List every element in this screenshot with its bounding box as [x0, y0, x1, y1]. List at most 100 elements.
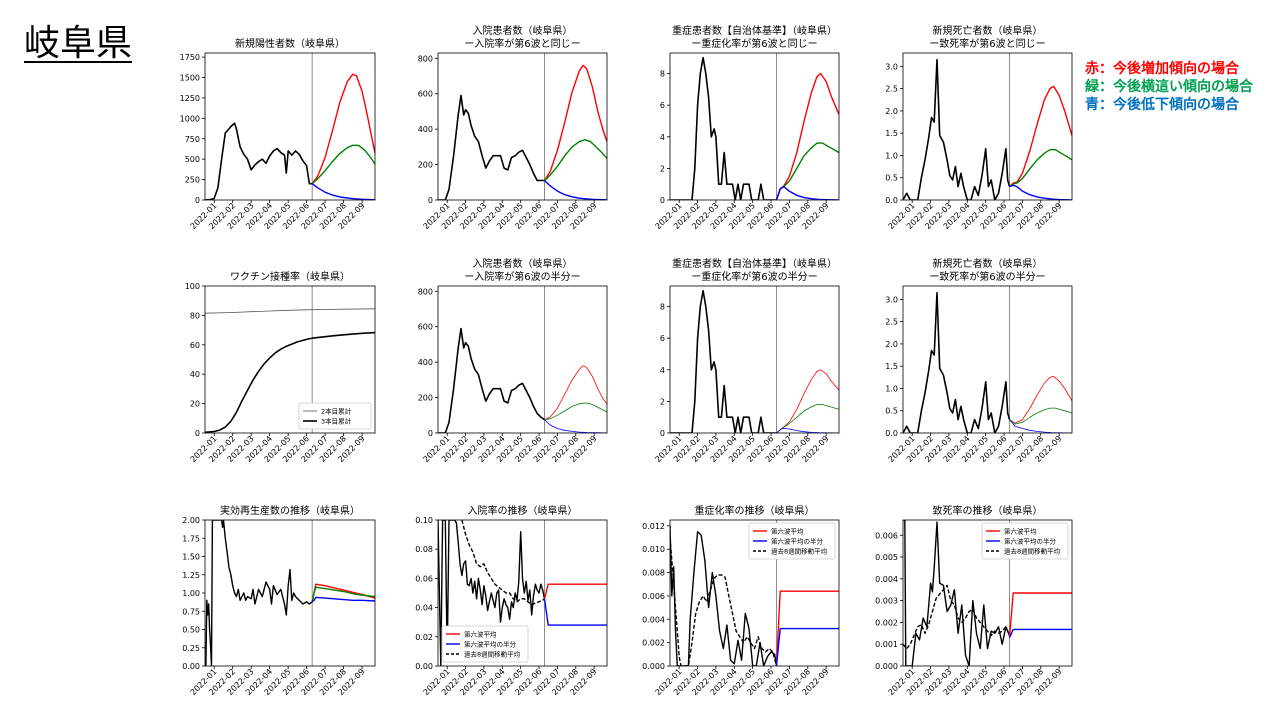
series-line-blue	[775, 627, 839, 666]
plot-frame	[437, 52, 608, 201]
y-tick-label: 0.002	[642, 639, 665, 648]
series-line-blue	[1009, 184, 1072, 200]
chart-c10: 入院率の推移（岐阜県）0.000.020.040.060.080.102022-…	[415, 504, 608, 697]
series-line-black	[903, 291, 1011, 433]
y-tick-label: 400	[418, 125, 433, 134]
legend-label: 第六波平均	[1004, 527, 1037, 536]
y-tick-label: 0	[660, 196, 665, 205]
y-tick-label: 0.001	[875, 640, 898, 649]
series-line-blue	[311, 183, 375, 200]
y-tick-label: 400	[418, 358, 433, 367]
series-line-black	[903, 58, 1011, 200]
chart-c3: 重症患者数【自治体基準】（岐阜県）ー重症化率が第6波と同じー024682022-…	[654, 24, 840, 231]
y-tick-label: 800	[418, 287, 433, 296]
y-tick-label: 200	[418, 394, 433, 403]
y-tick-label: 0	[195, 429, 200, 438]
y-tick-label: 600	[418, 90, 433, 99]
chart-c4: 新規死亡者数（岐阜県）ー致死率が第6波と同じー 0.0 0.5 1.0 1.5 2.0 2.…	[885, 24, 1073, 231]
plot-frame	[669, 285, 840, 434]
chart-c5: ワクチン接種率（岐阜県）0204060801002022-012022-0220…	[185, 270, 376, 464]
chart-title: ー重症化率が第6波の半分ー	[691, 270, 817, 283]
y-tick-label: 80	[190, 311, 200, 320]
series-line-red	[775, 72, 839, 200]
y-tick-label: 0.04	[415, 604, 433, 613]
chart-title: 入院率の推移（岐阜県）	[468, 504, 578, 517]
series-line-green	[1009, 407, 1072, 425]
plot-frame	[669, 52, 840, 201]
scenario-legend: 赤：今後増加傾向の場合 緑：今後横這い傾向の場合 青：今後低下傾向の場合	[1085, 60, 1253, 114]
y-tick-label: 2	[660, 164, 665, 173]
y-tick-label: 1000	[180, 114, 200, 123]
chart-title: 重症化率の推移（岐阜県）	[695, 504, 815, 517]
y-tick-label: 2.0	[885, 107, 898, 116]
series-line-green	[775, 142, 839, 200]
chart-c1: 新規陽性者数（岐阜県）02505007501000125015001750202…	[180, 37, 376, 231]
y-tick-label: 1500	[180, 74, 200, 83]
y-tick-label: 0.004	[642, 615, 665, 624]
y-tick-label: 0.06	[415, 574, 433, 583]
series-line-green	[311, 586, 375, 602]
note-blue: 青：今後低下傾向の場合	[1085, 97, 1239, 113]
y-tick-label: 4	[660, 366, 665, 375]
chart-title: ー致死率が第6波の半分ー	[929, 270, 1045, 283]
series-line-blue	[311, 596, 375, 603]
y-tick-label: 0.00	[415, 662, 433, 671]
y-tick-label: 0.00	[182, 662, 200, 671]
series-line-red	[1009, 85, 1072, 188]
plot-frame	[437, 285, 608, 434]
y-tick-label: 100	[185, 282, 200, 291]
plot-frame	[437, 519, 608, 667]
y-tick-label: 1.0	[885, 151, 898, 160]
series-line-red	[1009, 376, 1072, 424]
plot-frame	[669, 519, 840, 667]
y-tick-label: 1250	[180, 94, 200, 103]
y-tick-label: 6	[660, 101, 665, 110]
y-tick-label: 60	[190, 341, 200, 350]
y-tick-label: 0.010	[642, 545, 665, 554]
y-tick-label: 2.00	[182, 516, 200, 525]
chart-title: 重症患者数【自治体基準】（岐阜県）	[672, 24, 837, 37]
series-line-red	[776, 369, 839, 433]
y-tick-label: 0	[428, 429, 433, 438]
series-line-blue	[544, 419, 607, 433]
series-line-green	[311, 144, 375, 185]
plot-frame	[204, 285, 376, 434]
series-line-red	[775, 590, 839, 666]
y-tick-label: 1.00	[182, 589, 200, 598]
note-red: 赤：今後増加傾向の場合	[1085, 61, 1239, 77]
series-line-black	[205, 520, 313, 666]
series-line-black	[670, 289, 777, 433]
y-tick-label: 1.0	[885, 384, 898, 393]
y-tick-label: 0.006	[642, 592, 665, 601]
y-tick-label: 0.006	[875, 531, 898, 540]
y-tick-label: 800	[418, 54, 433, 63]
y-tick-label: 0.0	[885, 429, 898, 438]
y-tick-label: 0.008	[642, 569, 665, 578]
y-tick-label: 0.50	[182, 626, 200, 635]
legend-label: 3本目累計	[321, 417, 352, 426]
y-tick-label: 0.005	[875, 553, 898, 562]
y-tick-label: 0.002	[875, 618, 898, 627]
y-tick-label: 0.003	[875, 597, 898, 606]
chart-c9: 実効再生産数の推移（岐阜県） 0.00 0.25 0.50 0.75 1.00 1.25 1.…	[182, 504, 376, 697]
plot-frame	[902, 519, 1073, 667]
y-tick-label: 1.5	[885, 362, 898, 371]
chart-c7: 重症患者数【自治体基準】（岐阜県）ー重症化率が第6波の半分ー024682022-…	[654, 257, 840, 464]
y-tick-label: 0	[195, 196, 200, 205]
chart-title: 新規死亡者数（岐阜県）	[933, 257, 1043, 270]
y-tick-label: 750	[185, 135, 200, 144]
y-tick-label: 2	[660, 397, 665, 406]
series-line-red	[311, 73, 375, 185]
y-tick-label: 0.000	[875, 662, 898, 671]
chart-title: 新規死亡者数（岐阜県）	[933, 24, 1043, 37]
chart-title: 実効再生産数の推移（岐阜県）	[220, 504, 360, 517]
series-line-green	[544, 402, 607, 421]
series-line-black	[438, 327, 545, 433]
chart-title: ー入院率が第6波の半分ー	[464, 270, 580, 283]
legend-label: 過去8週間移動平均	[1004, 547, 1061, 556]
y-tick-label: 4	[660, 133, 665, 142]
y-tick-label: 0.5	[885, 174, 898, 183]
series-line-black	[670, 56, 777, 200]
